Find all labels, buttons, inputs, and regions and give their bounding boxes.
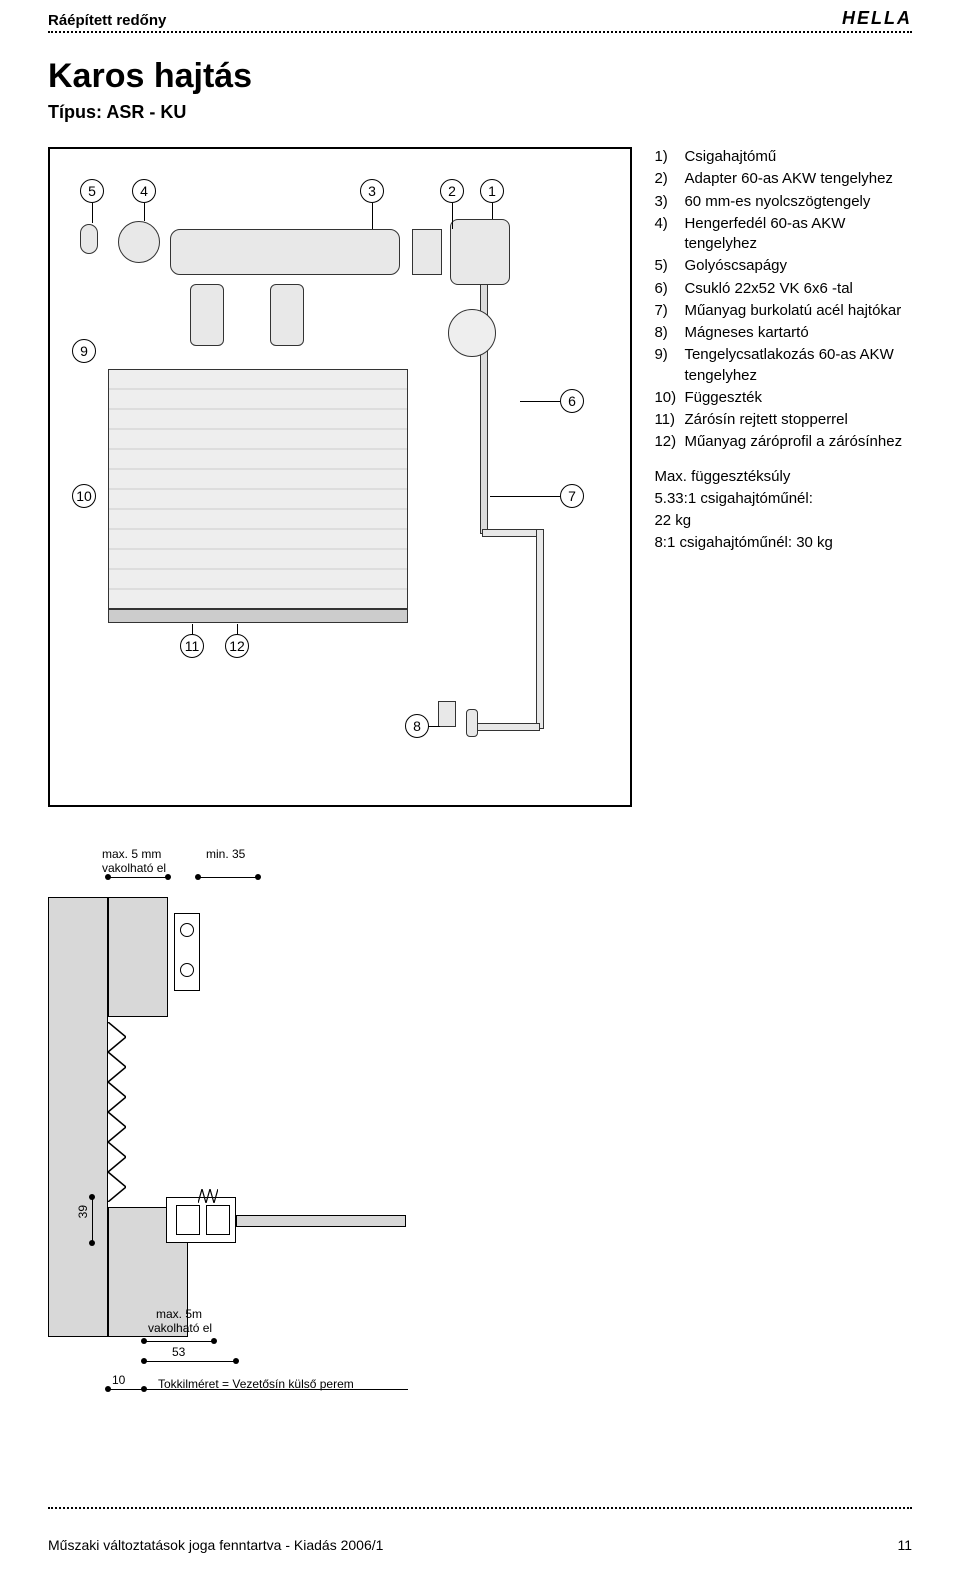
dim-39: 39 [76, 1205, 90, 1218]
callout-4: 4 [132, 179, 156, 203]
part-label: Hengerfedél 60-as AKW tengelyhez [684, 214, 912, 255]
part-num: 9) [654, 345, 684, 386]
dim-top-left2: vakolható el [102, 861, 166, 875]
sec-screw [180, 923, 194, 937]
sec-plaster [108, 897, 168, 1017]
part-bottom-rail [108, 609, 408, 623]
footer-left: Műszaki változtatások joga fenntartva - … [48, 1537, 383, 1553]
part-label: Golyóscsapágy [684, 256, 787, 276]
part-num: 6) [654, 279, 684, 299]
part-num: 5) [654, 256, 684, 276]
exploded-diagram: 5 4 3 2 1 9 10 6 7 11 12 8 [48, 147, 632, 807]
callout-11: 11 [180, 634, 204, 658]
part-num: 8) [654, 323, 684, 343]
part-label: Függeszték [684, 388, 762, 408]
part-label: Csigahajtómű [684, 147, 776, 167]
dim-10: 10 [112, 1373, 125, 1387]
callout-5: 5 [80, 179, 104, 203]
header-rule [48, 31, 912, 33]
leader [372, 203, 373, 229]
dim-tokk: Tokkilméret = Vezetősín külső perem [158, 1377, 354, 1391]
sec-screw [180, 963, 194, 977]
callout-2: 2 [440, 179, 464, 203]
leader [237, 624, 238, 634]
dim-bot-a2: vakolható el [148, 1321, 212, 1335]
callout-9: 9 [72, 339, 96, 363]
part-label: Tengelycsatlakozás 60-as AKW tengelyhez [684, 345, 912, 386]
max-line: 22 kg [654, 511, 912, 531]
max-line: Max. függesztéksúly [654, 467, 912, 487]
callout-3: 3 [360, 179, 384, 203]
callout-6: 6 [560, 389, 584, 413]
leader [490, 496, 560, 497]
part-num: 7) [654, 301, 684, 321]
page-title: Karos hajtás [48, 57, 960, 96]
part-hanger-b [270, 284, 304, 346]
callout-8: 8 [405, 714, 429, 738]
part-cap [118, 221, 160, 263]
part-num: 4) [654, 214, 684, 255]
callout-12: 12 [225, 634, 249, 658]
sec-insulation-icon [108, 1022, 126, 1202]
dim-top-left: max. 5 mm [102, 847, 161, 861]
parts-list: 1)Csigahajtómű 2)Adapter 60-as AKW tenge… [654, 147, 912, 807]
part-adapter [412, 229, 442, 275]
callout-1: 1 [480, 179, 504, 203]
cross-section-diagram: max. 5 mm vakolható el min. 35 39 max. 5… [48, 847, 428, 1407]
page-subtitle: Típus: ASR - KU [48, 102, 960, 123]
brand-logo: HELLA [842, 8, 912, 29]
part-label: 60 mm-es nyolc­szögtengely [684, 192, 870, 212]
max-line: 8:1 csigahajtóműnél: 30 kg [654, 533, 912, 553]
callout-7: 7 [560, 484, 584, 508]
part-octagon-tube [170, 229, 400, 275]
footer-page-number: 11 [897, 1537, 912, 1553]
part-ball-bearing [80, 224, 98, 254]
dim-53: 53 [172, 1345, 185, 1359]
max-weight-block: Max. függesztéksúly 5.33:1 csigahajtóműn… [654, 467, 912, 554]
leader [492, 203, 493, 219]
part-label: Mágneses kartartó [684, 323, 808, 343]
part-magnet-holder [438, 701, 456, 727]
part-label: Műanyag záróprofil a zárósínhez [684, 432, 902, 452]
part-label: Zárósín rejtett stop­perrel [684, 410, 847, 430]
sec-guide-inner [176, 1205, 200, 1235]
part-slat-panel [108, 369, 408, 609]
part-num: 11) [654, 410, 684, 430]
doc-title: Ráépített redőny [48, 12, 166, 29]
part-num: 2) [654, 169, 684, 189]
leader [428, 726, 440, 727]
sec-slat [236, 1215, 406, 1227]
part-crank-grip [466, 709, 478, 737]
part-crank-down [536, 529, 544, 729]
leader [144, 203, 145, 221]
part-label: Csukló 22x52 VK 6x6 -tal [684, 279, 852, 299]
part-num: 10) [654, 388, 684, 408]
part-crank-handle-h [470, 723, 540, 731]
callout-10: 10 [72, 484, 96, 508]
max-line: 5.33:1 csigahajtóműnél: [654, 489, 912, 509]
footer-rule [48, 1507, 912, 1509]
dim-top-right: min. 35 [206, 847, 245, 861]
part-label: Adapter 60-as AKW tengelyhez [684, 169, 892, 189]
part-crank-joint [448, 309, 496, 357]
sec-wall [48, 897, 108, 1337]
part-num: 3) [654, 192, 684, 212]
sec-guide-inner [206, 1205, 230, 1235]
dim-bot-a: max. 5m [156, 1307, 202, 1321]
leader [520, 401, 560, 402]
leader [452, 203, 453, 229]
sec-seal-icon [198, 1189, 218, 1203]
part-label: Műanyag burkolatú acél hajtókar [684, 301, 901, 321]
part-crank-elbow1 [482, 529, 542, 537]
part-num: 1) [654, 147, 684, 167]
part-gearbox [450, 219, 510, 285]
part-num: 12) [654, 432, 684, 452]
leader [92, 203, 93, 223]
part-hanger-a [190, 284, 224, 346]
leader [192, 624, 193, 634]
